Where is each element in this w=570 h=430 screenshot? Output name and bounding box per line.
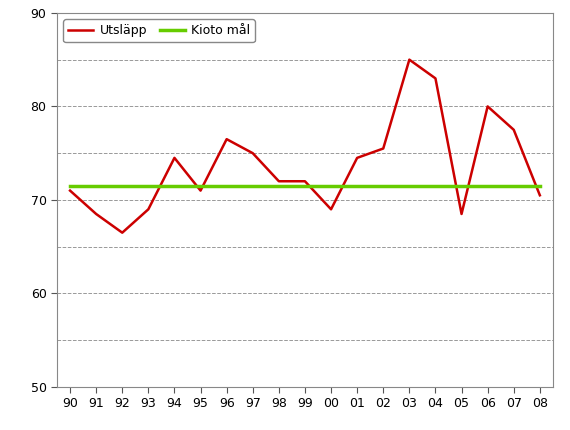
Utsläpp xyxy=(536,193,543,198)
Utsläpp xyxy=(145,207,152,212)
Utsläpp xyxy=(510,127,517,132)
Utsläpp xyxy=(432,76,439,81)
Line: Utsläpp: Utsläpp xyxy=(70,60,540,233)
Utsläpp xyxy=(484,104,491,109)
Utsläpp xyxy=(458,212,465,217)
Utsläpp xyxy=(93,212,100,217)
Utsläpp xyxy=(380,146,386,151)
Utsläpp xyxy=(302,179,308,184)
Utsläpp xyxy=(328,207,335,212)
Utsläpp xyxy=(119,230,125,235)
Utsläpp xyxy=(171,155,178,160)
Utsläpp xyxy=(249,150,256,156)
Utsläpp xyxy=(197,188,204,193)
Utsläpp xyxy=(354,155,361,160)
Legend: Utsläpp, Kioto mål: Utsläpp, Kioto mål xyxy=(63,19,255,42)
Utsläpp xyxy=(275,179,282,184)
Utsläpp xyxy=(67,188,74,193)
Utsläpp xyxy=(406,57,413,62)
Utsläpp xyxy=(223,137,230,142)
